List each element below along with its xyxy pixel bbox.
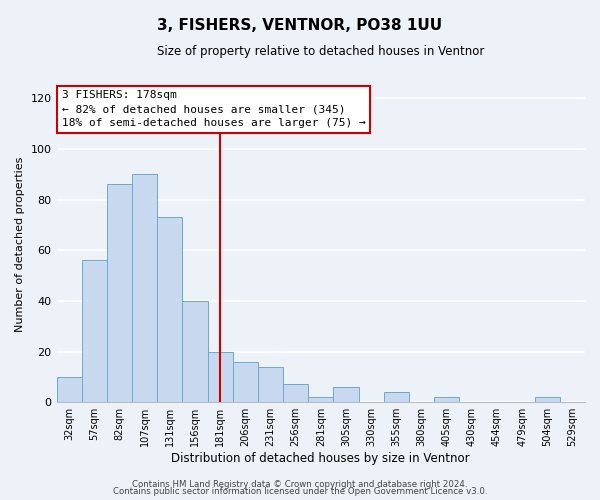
Bar xyxy=(82,260,107,402)
Bar xyxy=(283,384,308,402)
Bar xyxy=(535,397,560,402)
Bar xyxy=(233,362,258,402)
X-axis label: Distribution of detached houses by size in Ventnor: Distribution of detached houses by size … xyxy=(172,452,470,465)
Bar xyxy=(56,377,82,402)
Title: Size of property relative to detached houses in Ventnor: Size of property relative to detached ho… xyxy=(157,45,484,58)
Bar xyxy=(258,366,283,402)
Bar xyxy=(107,184,132,402)
Bar xyxy=(208,352,233,402)
Text: Contains HM Land Registry data © Crown copyright and database right 2024.: Contains HM Land Registry data © Crown c… xyxy=(132,480,468,489)
Bar xyxy=(434,397,459,402)
Text: Contains public sector information licensed under the Open Government Licence v3: Contains public sector information licen… xyxy=(113,487,487,496)
Bar xyxy=(157,218,182,402)
Bar xyxy=(182,301,208,402)
Bar xyxy=(132,174,157,402)
Bar xyxy=(334,387,359,402)
Y-axis label: Number of detached properties: Number of detached properties xyxy=(15,156,25,332)
Bar xyxy=(383,392,409,402)
Text: 3 FISHERS: 178sqm
← 82% of detached houses are smaller (345)
18% of semi-detache: 3 FISHERS: 178sqm ← 82% of detached hous… xyxy=(62,90,365,128)
Bar xyxy=(308,397,334,402)
Text: 3, FISHERS, VENTNOR, PO38 1UU: 3, FISHERS, VENTNOR, PO38 1UU xyxy=(157,18,443,32)
